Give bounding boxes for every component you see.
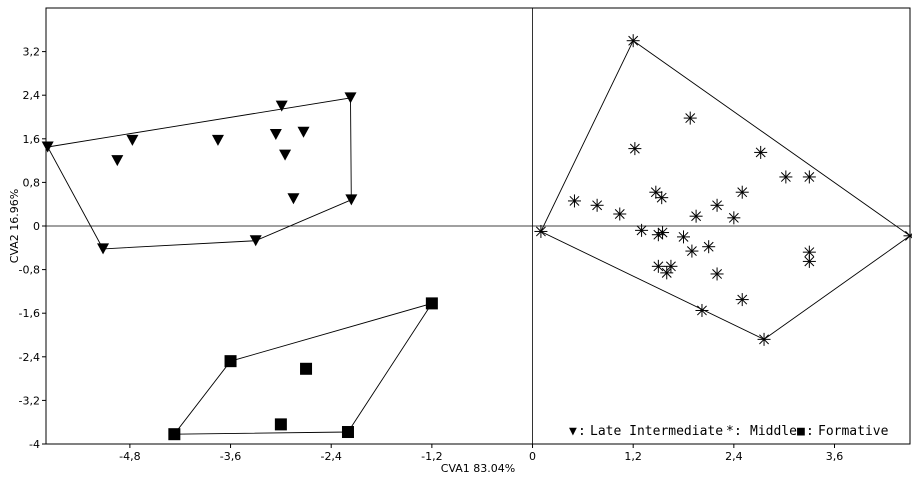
y-tick-label: 3,2 — [23, 46, 41, 59]
y-axis-ticks: 3,2 2,4 1,6 0,8 0 -0,8 -1,6 -2,4 -3,2 -4 — [19, 46, 46, 451]
point-middle — [735, 185, 749, 199]
y-tick-label: 0,8 — [23, 176, 41, 189]
point-formative — [300, 362, 313, 375]
y-tick-label: -4 — [29, 438, 40, 451]
point-middle — [735, 293, 749, 307]
x-axis-ticks: -4,8 -3,6 -2,4 -1,2 0 1,2 2,4 3,6 — [119, 444, 843, 463]
x-tick-label: -3,6 — [220, 450, 241, 463]
point-middle — [702, 240, 716, 254]
x-tick-label: 2,4 — [725, 450, 743, 463]
point-late-intermediate — [249, 235, 262, 247]
legend-sep-formative: : — [806, 424, 814, 439]
point-middle — [567, 194, 581, 208]
point-late-intermediate — [211, 134, 224, 146]
point-late-intermediate — [269, 128, 282, 140]
point-middle — [754, 145, 768, 159]
point-middle — [651, 259, 665, 273]
point-late-intermediate — [41, 141, 54, 153]
hull-middle — [540, 40, 911, 340]
point-middle — [677, 230, 691, 244]
point-middle — [628, 142, 642, 156]
point-middle — [655, 191, 669, 205]
point-middle — [802, 170, 816, 184]
x-tick-label: -1,2 — [421, 450, 442, 463]
point-formative — [341, 426, 354, 439]
legend-glyph-middle: * — [726, 424, 734, 439]
legend-label-middle: Middle — [750, 424, 797, 439]
x-tick-label: 0 — [529, 450, 536, 463]
y-tick-label: -2,4 — [19, 351, 40, 364]
point-middle — [727, 211, 741, 225]
legend-sep-middle: : — [734, 424, 742, 439]
legend: ▼ : Late Intermediate * : Middle ■ : For… — [569, 424, 889, 439]
point-late-intermediate — [297, 126, 310, 138]
point-formative — [168, 428, 181, 441]
x-tick-label: 3,6 — [826, 450, 844, 463]
legend-sep-late-intermediate: : — [578, 424, 586, 439]
point-middle — [683, 111, 697, 125]
y-tick-label: -0,8 — [19, 264, 40, 277]
y-tick-label: -1,6 — [19, 307, 40, 320]
x-tick-label: 1,2 — [624, 450, 642, 463]
point-middle — [689, 209, 703, 223]
point-late-intermediate — [275, 100, 288, 112]
point-middle — [590, 198, 604, 212]
point-late-intermediate — [287, 193, 300, 205]
legend-label-formative: Formative — [818, 424, 889, 439]
convex-hulls — [47, 40, 911, 435]
point-formative — [224, 355, 237, 368]
point-late-intermediate — [97, 243, 110, 255]
y-tick-label: 1,6 — [23, 133, 41, 146]
point-middle — [802, 254, 816, 268]
y-tick-label: 0 — [33, 220, 40, 233]
point-middle — [660, 266, 674, 280]
point-middle — [635, 223, 649, 237]
y-axis-title: CVA2 16.96% — [8, 189, 21, 263]
point-late-intermediate — [344, 92, 357, 104]
point-middle — [613, 207, 627, 221]
legend-glyph-formative: ■ — [797, 424, 805, 439]
point-middle — [685, 244, 699, 258]
point-middle — [710, 198, 724, 212]
point-formative — [425, 297, 438, 310]
legend-glyph-late-intermediate: ▼ — [569, 424, 577, 439]
legend-label-late-intermediate: Late Intermediate — [590, 424, 723, 439]
data-points — [41, 34, 912, 441]
point-middle — [695, 303, 709, 317]
point-middle — [664, 259, 678, 273]
x-tick-label: -2,4 — [320, 450, 341, 463]
point-middle — [779, 170, 793, 184]
x-axis-title: CVA1 83.04% — [441, 462, 515, 475]
point-middle — [534, 224, 548, 238]
point-late-intermediate — [279, 149, 292, 161]
point-middle — [626, 34, 640, 48]
point-late-intermediate — [126, 134, 139, 146]
point-middle — [903, 229, 912, 243]
point-middle — [757, 332, 771, 346]
y-tick-label: -3,2 — [19, 394, 40, 407]
point-late-intermediate — [345, 194, 358, 206]
point-late-intermediate — [111, 155, 124, 167]
hull-late-intermediate — [47, 97, 352, 250]
y-tick-label: 2,4 — [23, 89, 41, 102]
point-middle — [710, 267, 724, 281]
point-formative — [274, 418, 287, 431]
point-middle — [651, 228, 665, 242]
x-tick-label: -4,8 — [119, 450, 140, 463]
